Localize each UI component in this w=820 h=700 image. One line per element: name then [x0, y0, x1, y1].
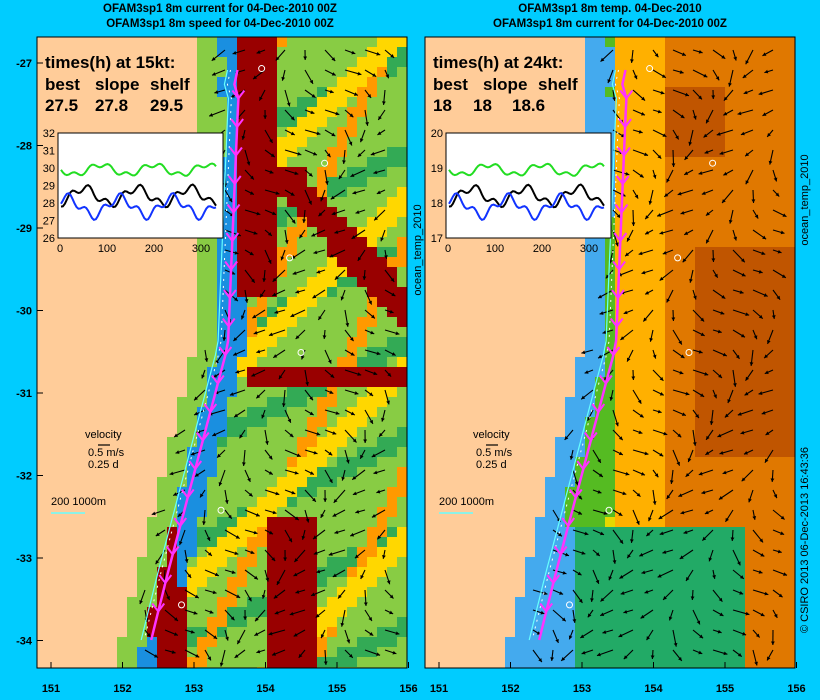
- right-velocity-label: velocity: [473, 429, 510, 441]
- inset-y-tick: 32: [43, 128, 55, 140]
- left-title-line1: OFAM3sp1 8m current for 04-Dec-2010 00Z: [103, 3, 337, 15]
- lon-tick-label: 154: [256, 683, 275, 695]
- inset-y-tick: 28: [43, 198, 55, 210]
- right-title-line1: OFAM3sp1 8m temp. 04-Dec-2010: [518, 3, 702, 15]
- right-route-tracks: [528, 65, 717, 641]
- inset-y-tick: 17: [431, 233, 443, 245]
- left-velocity-scale: 0.5 m/s: [88, 447, 125, 459]
- inset-y-tick: 18: [431, 198, 443, 210]
- right-col-value-shelf: 18.6: [512, 96, 545, 115]
- inset-x-tick: 300: [580, 243, 598, 255]
- inset-y-tick: 19: [431, 163, 443, 175]
- right-map-frame: [424, 36, 796, 669]
- lon-tick-label: 152: [113, 683, 131, 695]
- inset-y-tick: 27: [43, 216, 55, 228]
- left-inset-timeseries: 32 31 30 29 28 27 260 100 200 300: [43, 128, 224, 255]
- left-title-line2: OFAM3sp1 8m speed for 04-Dec-2010 00Z: [106, 18, 334, 30]
- right-col-value-best: 18: [433, 96, 452, 115]
- lon-tick-label: 155: [328, 683, 346, 695]
- right-times-header: times(h) at 24kt:: [433, 53, 563, 72]
- left-col-label-slope: slope: [95, 75, 139, 94]
- lon-tick-label: 155: [716, 683, 734, 695]
- right-title-line2: OFAM3sp1 8m current for 04-Dec-2010 00Z: [493, 18, 727, 30]
- right-col-value-slope: 18: [473, 96, 492, 115]
- right-col-label-best: best: [433, 75, 468, 94]
- inset-x-tick: 100: [98, 243, 116, 255]
- right-lon-axis: 151 152 153 154 155 156: [430, 662, 806, 695]
- left-depth-label: 200 1000m: [51, 496, 106, 508]
- left-speed-field: [117, 37, 407, 668]
- lon-tick-label: 151: [42, 683, 60, 695]
- lat-tick-label: -33: [16, 553, 32, 565]
- inset-y-tick: 20: [431, 128, 443, 140]
- lat-tick-label: -31: [16, 388, 32, 400]
- left-col-value-best: 27.5: [45, 96, 78, 115]
- right-panel-title: OFAM3sp1 8m temp. 04-Dec-2010 OFAM3sp1 8…: [420, 2, 800, 32]
- inset-x-tick: 200: [145, 243, 163, 255]
- lat-tick-label: -28: [16, 141, 32, 153]
- lon-tick-label: 156: [787, 683, 805, 695]
- inset-x-tick: 100: [486, 243, 504, 255]
- left-velocity-label: velocity: [85, 429, 122, 441]
- right-map-panel: 151 152 153 154 155 156 times(h) at 24kt: bes…: [424, 36, 806, 695]
- left-col-value-shelf: 29.5: [150, 96, 183, 115]
- left-panel-title: OFAM3sp1 8m current for 04-Dec-2010 00Z …: [30, 2, 410, 32]
- right-inset-timeseries: 20 19 18 170 100 200 300: [431, 128, 612, 255]
- inset-y-tick: 30: [43, 163, 55, 175]
- lat-tick-label: -30: [16, 306, 32, 318]
- inset-y-tick: 26: [43, 233, 55, 245]
- right-velocity-scale: 0.5 m/s: [476, 447, 513, 459]
- lon-tick-label: 152: [501, 683, 519, 695]
- inset-x-tick: 0: [445, 243, 451, 255]
- inset-x-tick: 300: [192, 243, 210, 255]
- left-map-panel: -27 -28 -29 -30 -31 -32 -33 -34 151 152 153 154 155…: [16, 36, 418, 695]
- lon-tick-label: 156: [399, 683, 417, 695]
- inset-y-tick: 31: [43, 146, 55, 158]
- left-col-label-shelf: shelf: [150, 75, 190, 94]
- right-col-label-slope: slope: [483, 75, 527, 94]
- left-velocity-time: 0.25 d: [88, 459, 119, 471]
- left-lat-axis: -27 -28 -29 -30 -31 -32 -33 -34: [16, 58, 43, 648]
- inset-y-tick: 29: [43, 181, 55, 193]
- right-depth-label: 200 1000m: [439, 496, 494, 508]
- lat-tick-label: -29: [16, 223, 32, 235]
- left-col-value-slope: 27.8: [95, 96, 128, 115]
- left-col-label-best: best: [45, 75, 80, 94]
- lon-tick-label: 151: [430, 683, 448, 695]
- left-map-frame: [36, 36, 408, 669]
- right-side-label: ocean_temp_2010: [799, 154, 811, 245]
- inset-x-tick: 0: [57, 243, 63, 255]
- left-side-label: ocean_temp_2010: [412, 204, 424, 295]
- inset-x-tick: 200: [533, 243, 551, 255]
- lat-tick-label: -32: [16, 471, 32, 483]
- right-col-label-shelf: shelf: [538, 75, 578, 94]
- footer-copyright: © CSIRO 2013 06-Dec-2013 16:43:36: [799, 447, 811, 633]
- lon-tick-label: 154: [644, 683, 663, 695]
- lat-tick-label: -34: [16, 636, 33, 648]
- left-route-tracks: [140, 65, 329, 641]
- lon-tick-label: 153: [185, 683, 203, 695]
- lon-tick-label: 153: [573, 683, 591, 695]
- left-lon-axis: 151 152 153 154 155 156: [42, 662, 418, 695]
- left-times-header: times(h) at 15kt:: [45, 53, 175, 72]
- lat-tick-label: -27: [16, 58, 32, 70]
- right-velocity-time: 0.25 d: [476, 459, 507, 471]
